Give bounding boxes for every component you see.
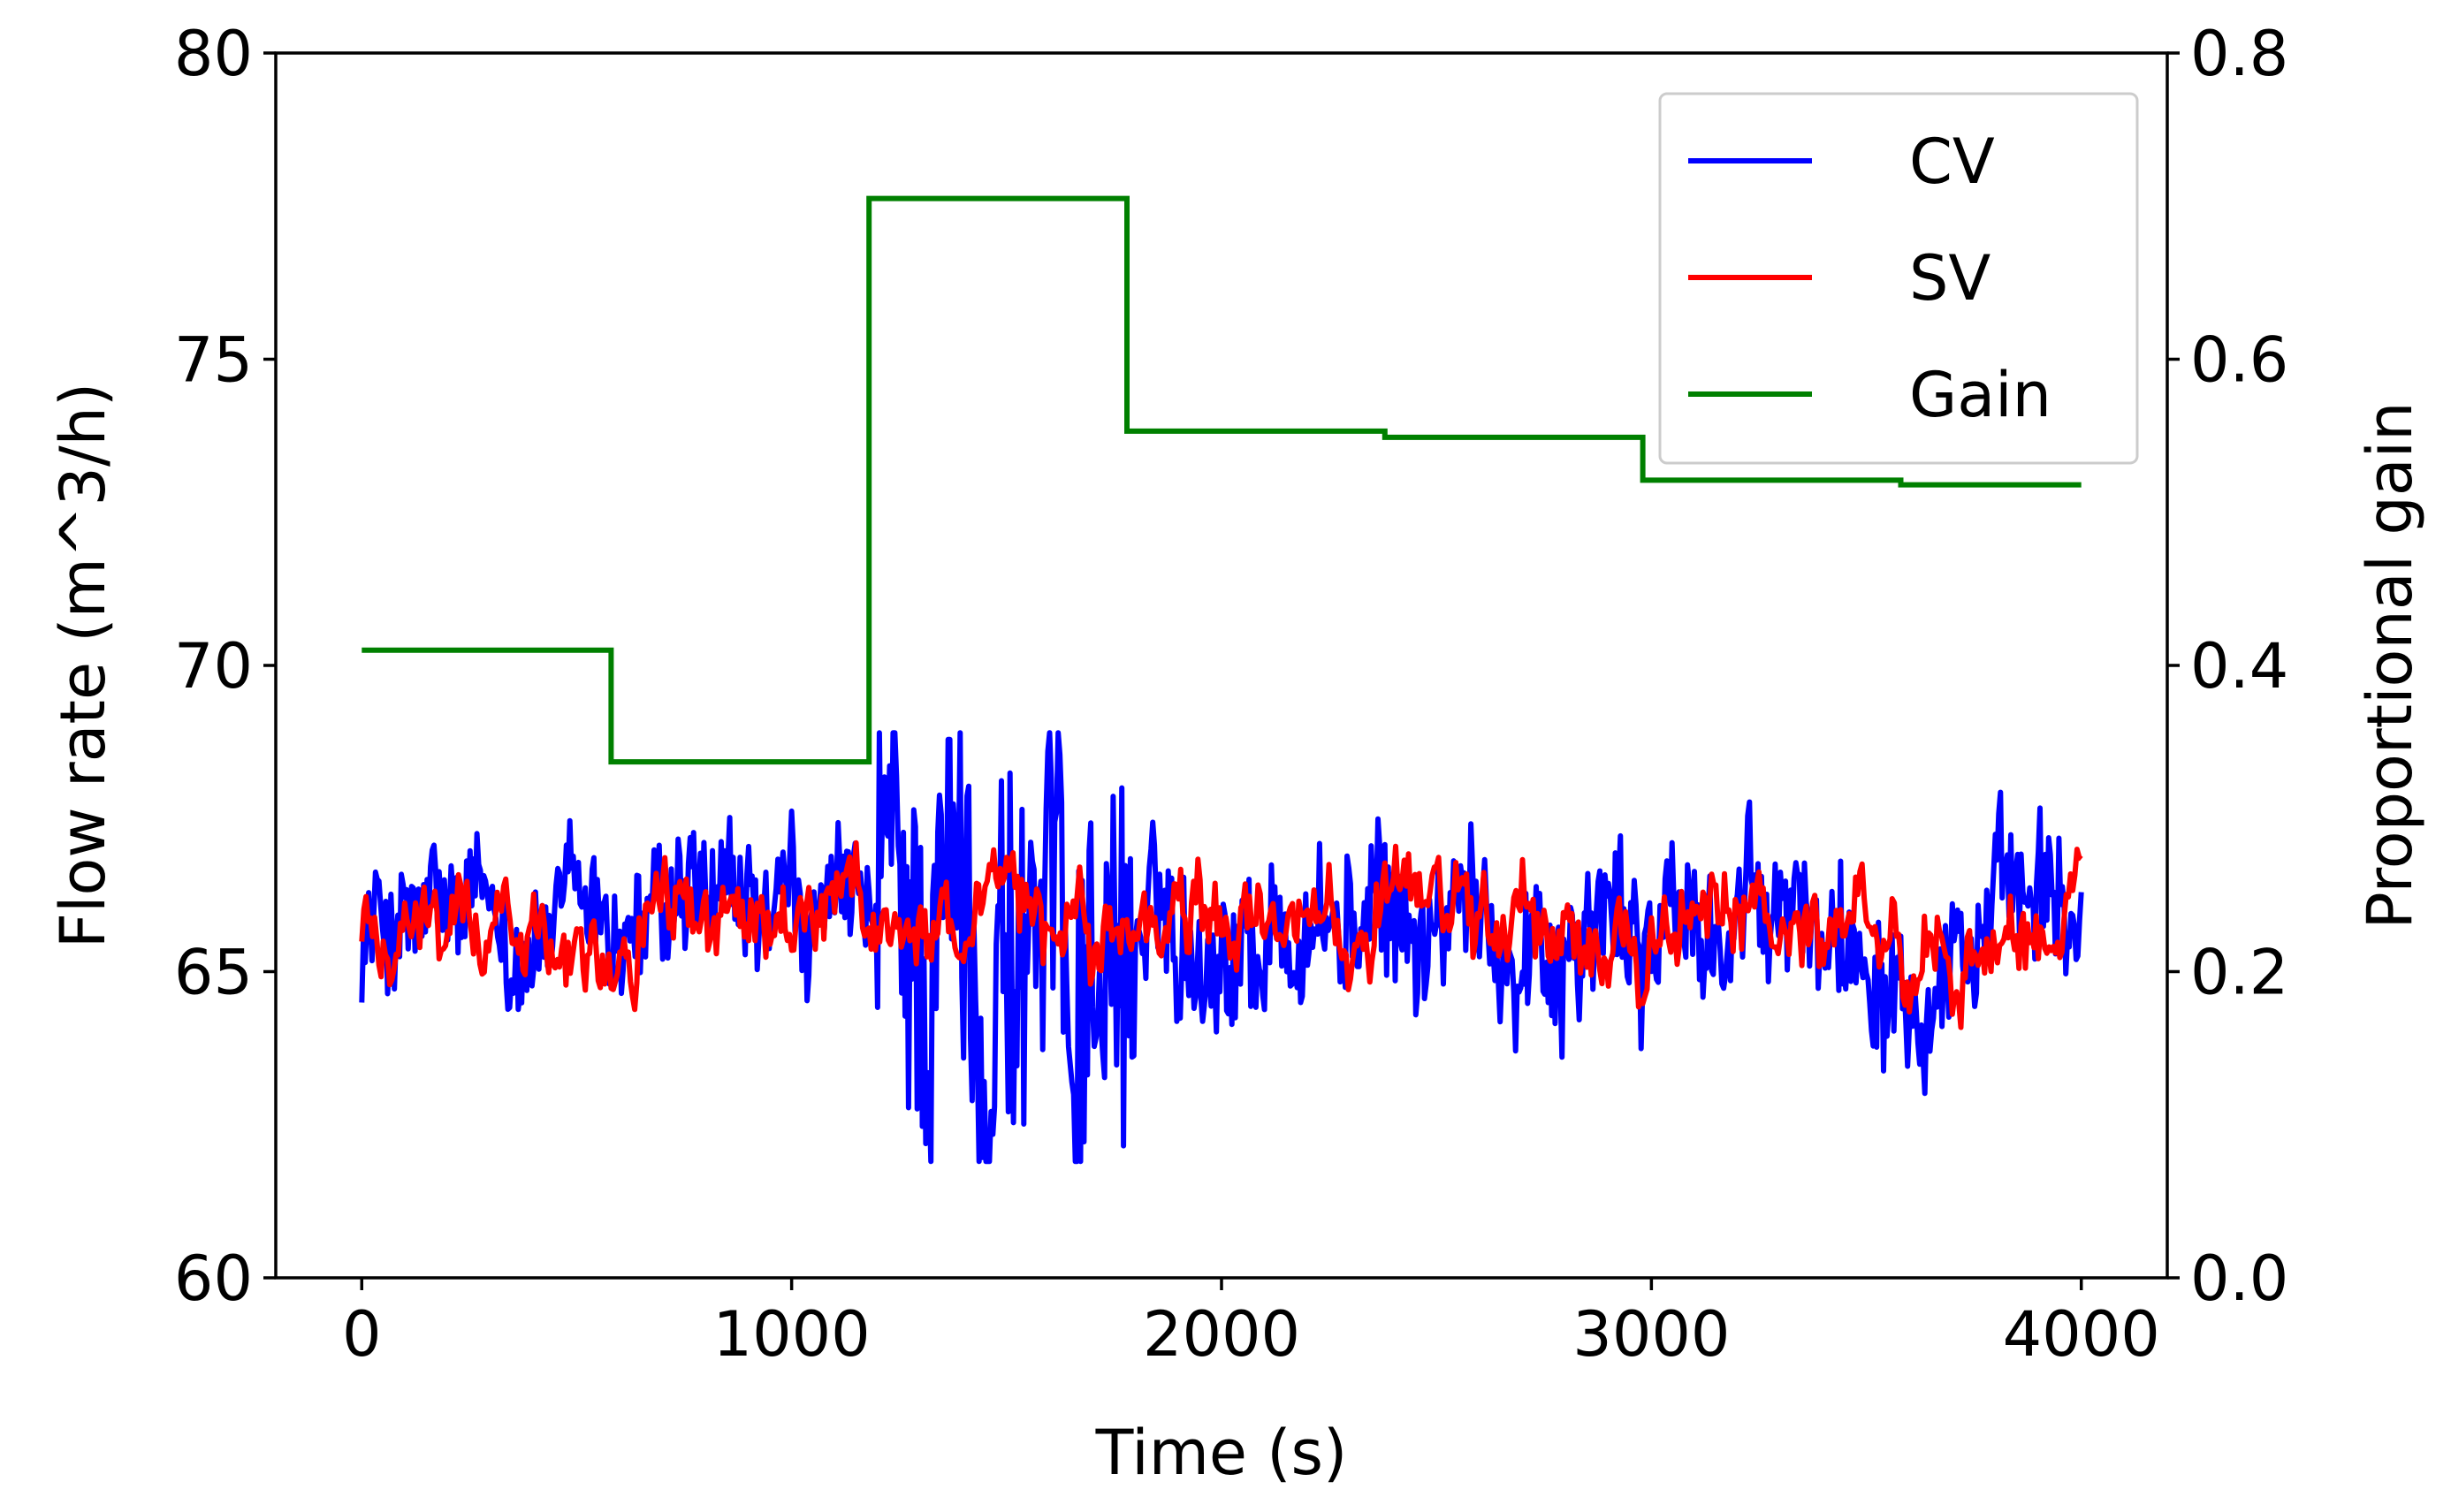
right-y-tick-label: 0.0	[2190, 1242, 2288, 1315]
legend-box	[1658, 92, 2139, 465]
x-axis-ticks: 0 1000 2000 3000 4000	[342, 1278, 2160, 1371]
left-y-tick-label: 60	[174, 1242, 253, 1315]
left-y-axis-title: Flow rate (m^3/h)	[47, 383, 119, 948]
right-y-axis-title: Proportional gain	[2354, 402, 2426, 930]
right-y-tick-label: 0.6	[2190, 324, 2288, 397]
right-y-tick-label: 0.4	[2190, 630, 2288, 703]
right-y-tick-label: 0.8	[2190, 18, 2288, 90]
left-y-tick-label: 70	[174, 630, 253, 703]
legend-label-gain: Gain	[1909, 359, 2051, 431]
left-y-tick-label: 75	[174, 324, 253, 397]
left-y-tick-label: 65	[174, 937, 253, 1009]
x-tick-label: 3000	[1572, 1298, 1730, 1371]
left-y-axis-ticks: 60 65 70 75 80	[174, 18, 276, 1315]
right-y-tick-label: 0.2	[2190, 937, 2288, 1009]
legend-label-cv: CV	[1909, 125, 1995, 198]
x-axis-title: Time (s)	[1095, 1417, 1348, 1489]
x-tick-label: 0	[342, 1298, 382, 1371]
gain-series-line	[362, 195, 2082, 765]
legend: CV SV Gain	[1658, 92, 2139, 465]
right-y-axis-ticks: 0.0 0.2 0.4 0.6 0.8	[2167, 18, 2288, 1315]
sv-series-line	[359, 840, 2083, 1030]
legend-label-sv: SV	[1909, 242, 1990, 315]
x-tick-label: 1000	[713, 1298, 871, 1371]
x-tick-label: 4000	[2003, 1298, 2160, 1371]
x-tick-label: 2000	[1143, 1298, 1300, 1371]
left-y-tick-label: 80	[174, 18, 253, 90]
series-layer	[359, 195, 2084, 1165]
